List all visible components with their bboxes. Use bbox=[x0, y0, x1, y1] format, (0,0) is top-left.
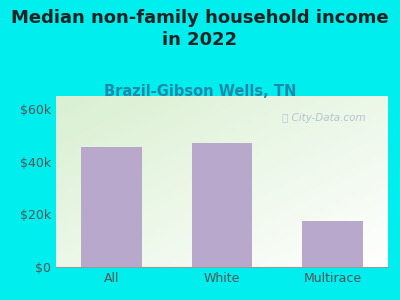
Bar bbox=[302, 221, 363, 267]
Bar bbox=[81, 147, 142, 267]
Text: ⓘ City-Data.com: ⓘ City-Data.com bbox=[282, 113, 365, 123]
Text: Brazil-Gibson Wells, TN: Brazil-Gibson Wells, TN bbox=[104, 84, 296, 99]
Text: Median non-family household income
in 2022: Median non-family household income in 20… bbox=[11, 9, 389, 49]
Bar bbox=[192, 143, 252, 267]
